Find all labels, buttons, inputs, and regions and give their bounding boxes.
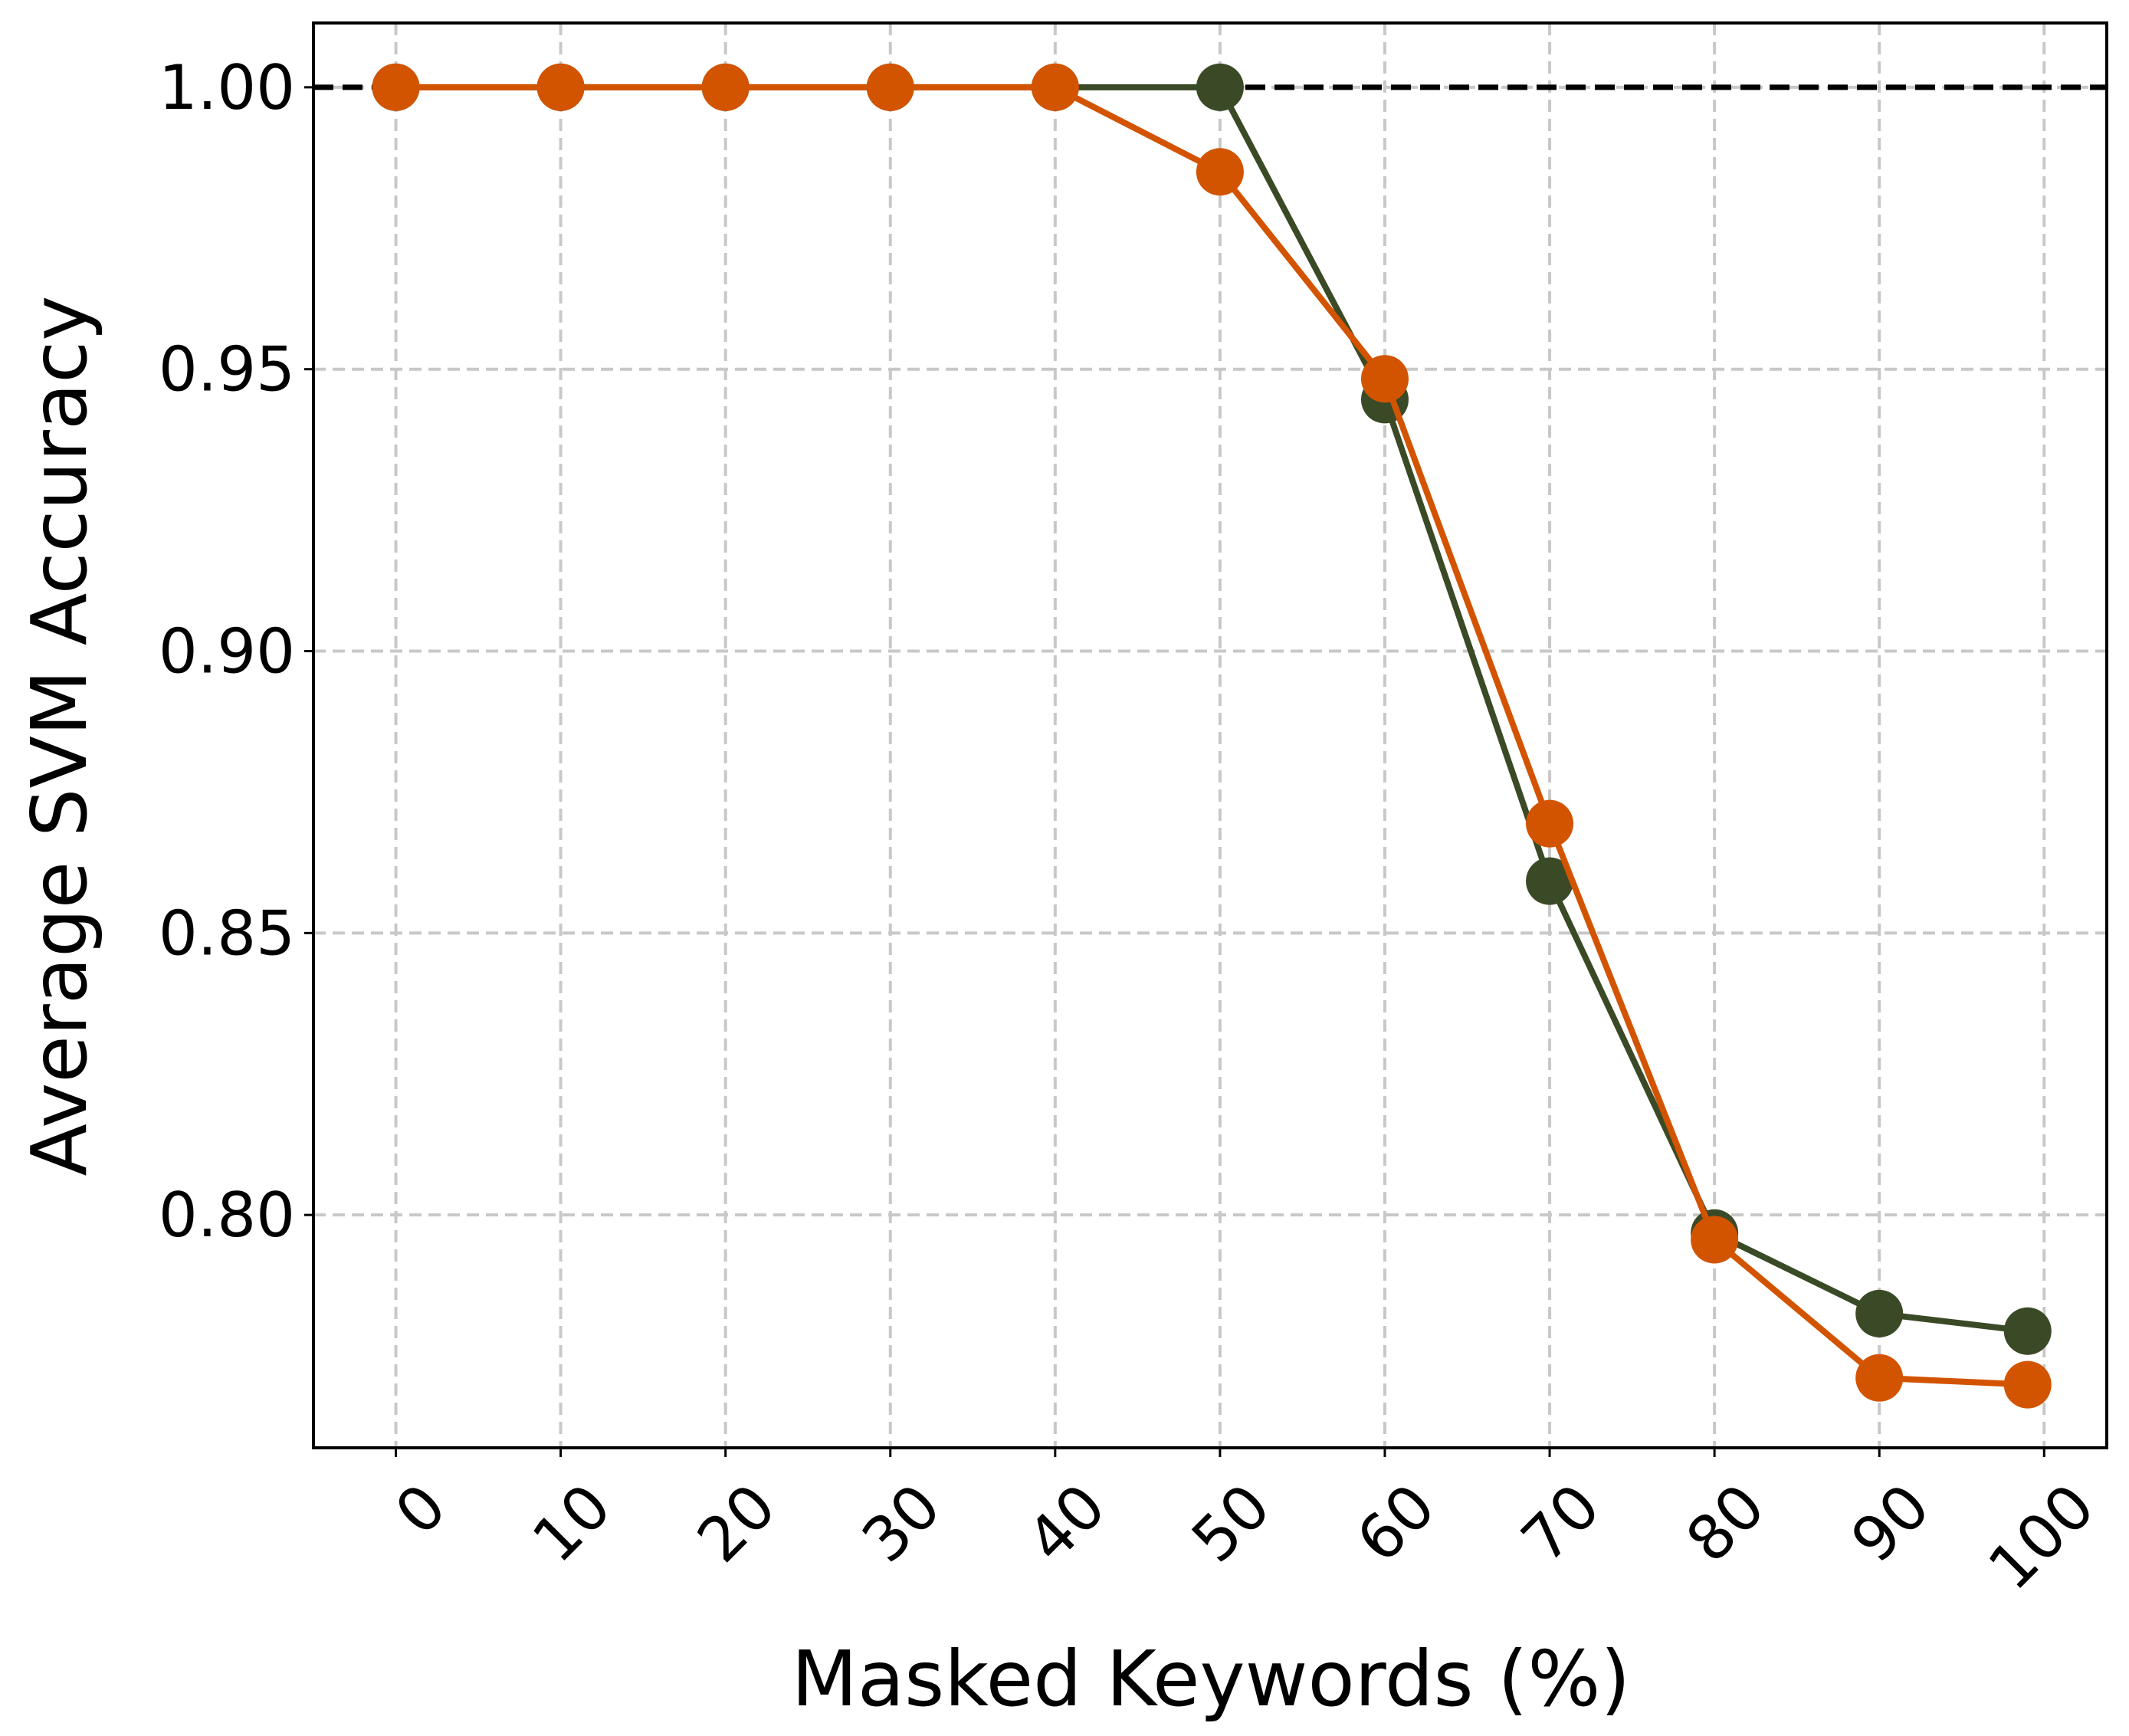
series-line bbox=[395, 84, 2028, 1388]
data-point bbox=[1526, 799, 1574, 848]
data-point bbox=[1196, 63, 1244, 111]
y-tick-label: 0.90 bbox=[159, 616, 295, 688]
series-line bbox=[395, 84, 2029, 1334]
plot-frame bbox=[312, 21, 2108, 1449]
data-point bbox=[866, 63, 914, 111]
data-point bbox=[2003, 1307, 2052, 1355]
x-tick-label: 0 bbox=[382, 1471, 460, 1549]
x-tick-label: 60 bbox=[1343, 1471, 1449, 1577]
y-tick-label: 0.85 bbox=[159, 898, 295, 969]
x-tick-label: 30 bbox=[848, 1471, 954, 1577]
y-tick-label: 0.95 bbox=[159, 334, 295, 405]
y-axis-label: Average SVM Accuracy bbox=[15, 296, 104, 1176]
x-tick-label: 40 bbox=[1013, 1471, 1119, 1577]
x-tick-label: 90 bbox=[1838, 1471, 1944, 1577]
data-point bbox=[372, 63, 420, 111]
y-tick-label: 0.80 bbox=[159, 1180, 295, 1251]
x-tick-label: 100 bbox=[1975, 1471, 2108, 1604]
x-tick-label: 50 bbox=[1178, 1471, 1284, 1577]
data-point bbox=[536, 63, 585, 111]
data-point bbox=[1031, 63, 1079, 111]
x-tick-label: 70 bbox=[1508, 1471, 1614, 1577]
y-tick-label: 1.00 bbox=[159, 52, 295, 123]
x-axis-label: Masked Keywords (%) bbox=[792, 1634, 1631, 1724]
data-point bbox=[1196, 148, 1244, 196]
data-point bbox=[1526, 857, 1574, 905]
data-point bbox=[1855, 1354, 1904, 1402]
data-point bbox=[2003, 1360, 2052, 1409]
data-point bbox=[701, 63, 750, 111]
data-point bbox=[1360, 355, 1409, 403]
data-point bbox=[1691, 1216, 1739, 1264]
x-tick-label: 10 bbox=[519, 1471, 625, 1577]
x-tick-label: 80 bbox=[1673, 1471, 1779, 1577]
data-point bbox=[1855, 1289, 1904, 1337]
x-tick-label: 20 bbox=[684, 1471, 789, 1577]
